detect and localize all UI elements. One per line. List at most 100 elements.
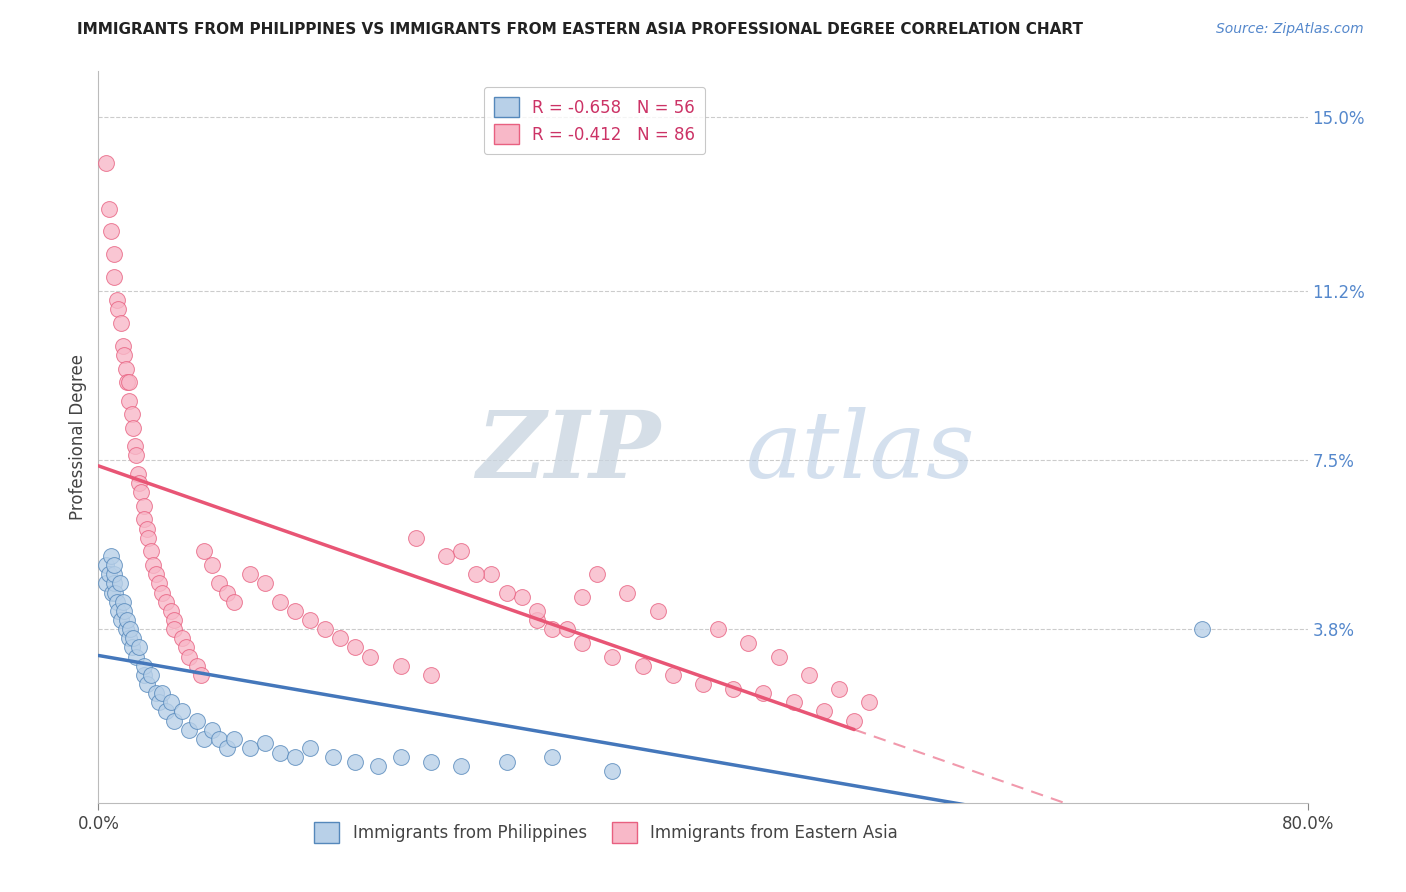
Point <box>100 549 122 563</box>
Point <box>135 677 157 691</box>
Point <box>465 567 488 582</box>
Point <box>647 604 669 618</box>
Point <box>179 723 201 737</box>
Point <box>797 667 820 681</box>
Point <box>128 640 150 655</box>
Point <box>112 348 135 362</box>
Point <box>186 714 208 728</box>
Point <box>284 750 307 764</box>
Text: atlas: atlas <box>745 407 974 497</box>
Point <box>160 604 183 618</box>
Point <box>125 449 148 463</box>
Point <box>208 731 231 746</box>
Point <box>163 622 186 636</box>
Point <box>193 544 215 558</box>
Text: Source: ZipAtlas.com: Source: ZipAtlas.com <box>1216 22 1364 37</box>
Point <box>125 649 148 664</box>
Point <box>193 731 215 746</box>
Point <box>142 558 165 573</box>
Text: IMMIGRANTS FROM PHILIPPINES VS IMMIGRANTS FROM EASTERN ASIA PROFESSIONAL DEGREE : IMMIGRANTS FROM PHILIPPINES VS IMMIGRANT… <box>77 22 1084 37</box>
Point <box>98 202 121 216</box>
Point <box>737 636 759 650</box>
Point <box>602 649 624 664</box>
Point <box>299 740 322 755</box>
Point <box>481 567 503 582</box>
Point <box>828 681 851 696</box>
Point <box>299 613 322 627</box>
Point <box>813 705 835 719</box>
Point <box>135 521 157 535</box>
Point <box>155 595 177 609</box>
Point <box>190 667 212 681</box>
Point <box>692 677 714 691</box>
Point <box>107 604 129 618</box>
Point <box>141 544 163 558</box>
Point <box>121 407 143 421</box>
Point <box>768 649 790 664</box>
Point <box>208 576 231 591</box>
Point <box>128 475 150 490</box>
Point <box>434 549 457 563</box>
Point <box>141 667 163 681</box>
Point <box>127 467 149 481</box>
Point <box>101 585 124 599</box>
Point <box>495 585 517 599</box>
Point <box>132 499 155 513</box>
Point <box>150 585 173 599</box>
Point <box>170 632 193 646</box>
Point <box>145 686 167 700</box>
Point <box>723 681 745 696</box>
Point <box>103 247 125 261</box>
Point <box>540 750 562 764</box>
Point <box>94 155 117 169</box>
Point <box>616 585 638 599</box>
Point <box>224 731 246 746</box>
Point <box>389 750 412 764</box>
Point <box>540 622 562 636</box>
Point <box>201 558 224 573</box>
Point <box>661 667 683 681</box>
Point <box>121 640 143 655</box>
Point <box>450 544 472 558</box>
Point <box>314 622 336 636</box>
Point <box>132 512 155 526</box>
Point <box>571 636 593 650</box>
Point <box>114 361 136 376</box>
Point <box>269 595 291 609</box>
Point <box>215 585 238 599</box>
Point <box>858 695 880 709</box>
Point <box>510 590 533 604</box>
Point <box>132 658 155 673</box>
Point <box>179 649 201 664</box>
Point <box>112 604 135 618</box>
Point <box>110 316 132 330</box>
Point <box>104 585 127 599</box>
Point <box>269 746 291 760</box>
Point <box>94 576 117 591</box>
Point <box>344 755 367 769</box>
Point <box>284 604 307 618</box>
Point <box>783 695 806 709</box>
Point <box>111 338 134 352</box>
Point <box>103 558 125 573</box>
Point <box>103 567 125 582</box>
Point <box>105 293 128 307</box>
Point <box>420 755 443 769</box>
Point <box>844 714 866 728</box>
Point <box>163 714 186 728</box>
Point <box>120 622 142 636</box>
Point <box>100 224 122 238</box>
Point <box>174 640 197 655</box>
Point <box>129 485 152 500</box>
Point <box>111 595 134 609</box>
Point <box>224 595 246 609</box>
Point <box>571 590 593 604</box>
Point <box>107 302 129 317</box>
Point <box>160 695 183 709</box>
Point <box>148 695 170 709</box>
Point <box>136 531 159 545</box>
Point <box>94 558 117 573</box>
Point <box>752 686 775 700</box>
Point <box>631 658 654 673</box>
Point <box>322 750 344 764</box>
